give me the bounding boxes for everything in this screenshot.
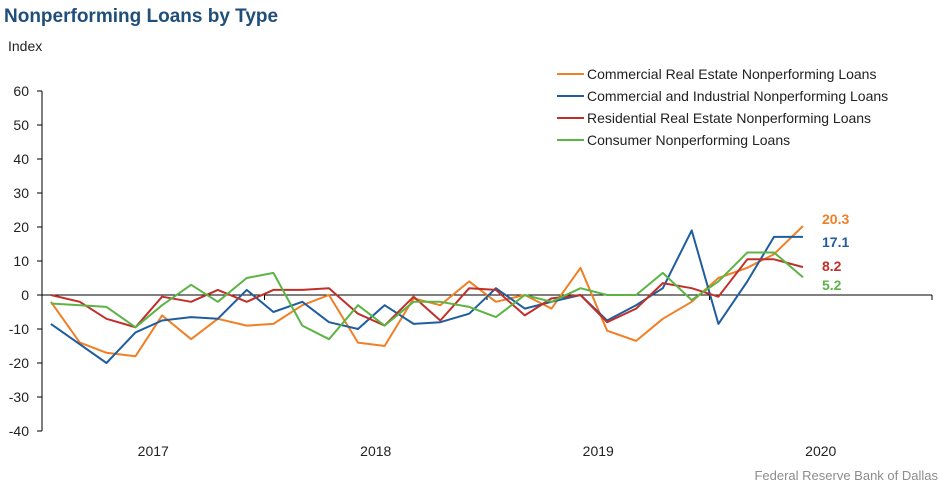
- end-value-label-1: 20.3: [822, 211, 849, 227]
- x-tick-label-2018: 2018: [360, 443, 391, 459]
- legend-label-2: Commercial and Industrial Nonperforming …: [587, 88, 888, 104]
- legend-label-4: Consumer Nonperforming Loans: [587, 132, 790, 148]
- x-tick-label-2020: 2020: [805, 443, 836, 459]
- y-tick-label: 50: [13, 117, 29, 133]
- legend-label-3: Residential Real Estate Nonperforming Lo…: [587, 110, 871, 126]
- y-tick-label: 0: [21, 287, 29, 303]
- y-tick-label: 40: [13, 151, 29, 167]
- end-value-label-4: 5.2: [822, 277, 842, 293]
- y-tick-label: 60: [13, 83, 29, 99]
- legend: Commercial Real Estate Nonperforming Loa…: [557, 66, 888, 148]
- y-tick-label: -30: [9, 389, 29, 405]
- y-tick-label: 30: [13, 185, 29, 201]
- series-line-4: [50, 251, 804, 341]
- end-value-label-3: 8.2: [822, 258, 842, 274]
- series-line-2: [50, 229, 803, 364]
- legend-label-1: Commercial Real Estate Nonperforming Loa…: [587, 66, 876, 82]
- end-value-labels: 20.3 17.1 8.2 5.2: [822, 211, 849, 293]
- y-tick-label: -20: [9, 355, 29, 371]
- axes: 60 50 40 30 20 10 0 -10 -20 -30 -40 2017 2018 2019 202…: [9, 83, 933, 459]
- y-tick-label: -10: [9, 321, 29, 337]
- source-note: Federal Reserve Bank of Dallas: [754, 468, 938, 483]
- end-value-label-2: 17.1: [822, 234, 849, 250]
- y-axis-unit-label: Index: [8, 38, 43, 54]
- series-line-1: [50, 225, 804, 358]
- y-tick-label: -40: [9, 423, 29, 439]
- x-tick-label-2019: 2019: [583, 443, 614, 459]
- chart-title: Nonperforming Loans by Type: [4, 6, 279, 27]
- y-tick-label: 20: [13, 219, 29, 235]
- y-tick-label: 10: [13, 253, 29, 269]
- series-lines: [50, 225, 804, 364]
- x-tick-label-2017: 2017: [138, 443, 169, 459]
